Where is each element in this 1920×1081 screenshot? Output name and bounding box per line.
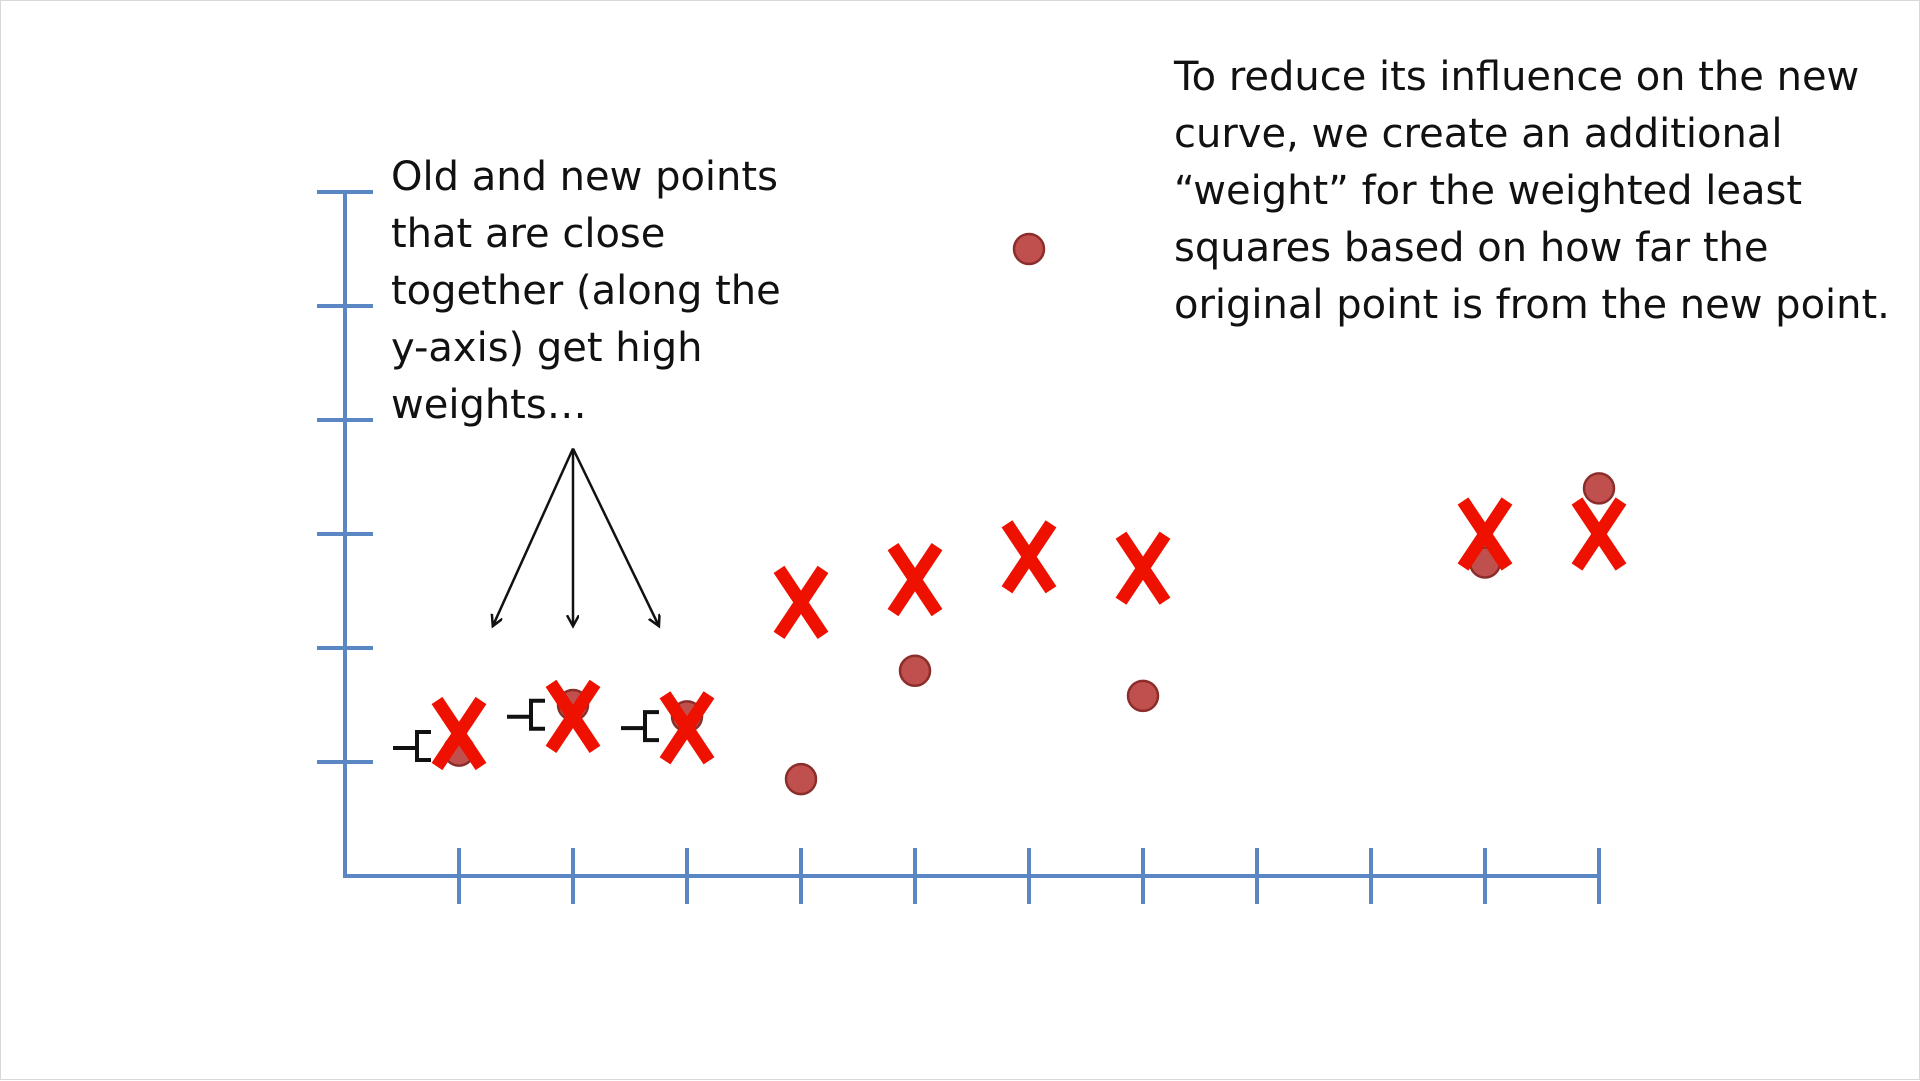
annotation-arrow xyxy=(493,447,575,626)
new-point-x-icon xyxy=(1571,497,1627,571)
left-annotation: Old and new points that are close togeth… xyxy=(391,149,781,434)
right-annotation-line: squares based on how far the xyxy=(1174,225,1769,271)
new-point-x-icon xyxy=(1115,531,1171,605)
weight-bracket-icon xyxy=(621,710,659,743)
left-annotation-line: that are close xyxy=(391,211,666,257)
right-annotation-line: “weight” for the weighted least xyxy=(1174,168,1803,214)
left-annotation-line: y-axis) get high xyxy=(391,325,703,371)
right-annotation-line: curve, we create an additional xyxy=(1174,111,1783,157)
weight-bracket-icon xyxy=(393,730,431,763)
original-point xyxy=(1582,472,1616,505)
new-point-x-icon xyxy=(1457,497,1513,571)
new-point-x-icon xyxy=(545,679,601,754)
left-annotation-line: together (along the xyxy=(391,268,781,314)
left-annotation-line: Old and new points xyxy=(391,154,778,200)
new-point-x-icon xyxy=(659,691,715,765)
new-point-x-icon xyxy=(773,565,829,640)
right-annotation-line: original point is from the new point. xyxy=(1174,282,1890,328)
left-annotation-line: weights… xyxy=(391,382,587,428)
weight-markers xyxy=(393,698,659,763)
new-point-x-icon xyxy=(431,696,487,771)
original-point xyxy=(1012,232,1046,266)
original-point xyxy=(898,654,932,688)
annotation-arrows xyxy=(493,447,659,626)
new-point-x-icon xyxy=(1001,520,1057,594)
right-annotation-line: To reduce its influence on the new xyxy=(1174,54,1860,100)
weight-bracket-icon xyxy=(507,698,545,731)
original-point xyxy=(784,762,818,796)
new-point-x-icon xyxy=(887,542,943,617)
right-annotation: To reduce its influence on the new curve… xyxy=(1174,49,1890,334)
new-points xyxy=(431,497,1627,771)
annotation-arrow xyxy=(571,447,659,626)
original-point xyxy=(1126,679,1160,713)
axes xyxy=(317,190,1601,904)
